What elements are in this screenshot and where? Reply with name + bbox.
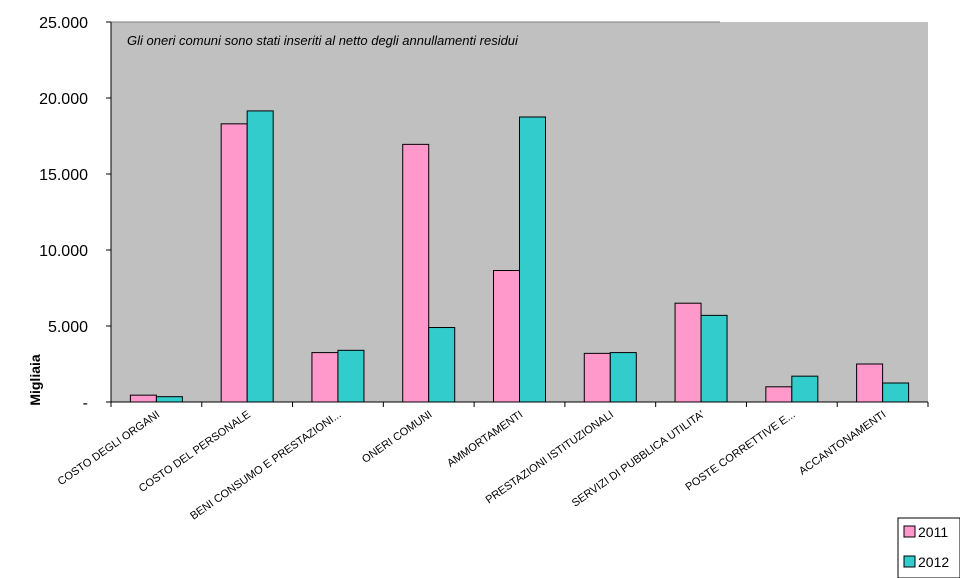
bar-2012: [337, 349, 365, 403]
x-axis: [110, 401, 929, 407]
bar-2012: [700, 314, 728, 403]
bar-2011: [583, 352, 611, 403]
y-tick-label: -: [83, 395, 88, 412]
bar-2012: [519, 116, 546, 403]
bars: [129, 110, 910, 403]
bar-2011: [220, 123, 248, 403]
bar-2012: [791, 375, 819, 403]
bar-2011: [856, 363, 884, 403]
bar-2012: [609, 352, 637, 403]
bar-2011: [765, 386, 793, 403]
bar-2012: [882, 382, 910, 403]
y-tick-label: 15.000: [39, 167, 88, 184]
y-tick-label: 25.000: [39, 15, 88, 32]
x-tick-label: COSTO DEGLI ORGANI: [56, 409, 162, 488]
y-axis-label: Migliaia: [27, 354, 43, 406]
bar-2012: [155, 396, 183, 403]
x-tick-label: BENI CONSUMO E PRESTAZIONI...: [188, 409, 343, 523]
chart-annotation: Gli oneri comuni sono stati inseriti al …: [127, 33, 519, 48]
bar-2012: [246, 110, 274, 403]
bar-2011: [493, 270, 520, 403]
legend: 2011 2012: [897, 517, 960, 578]
x-tick-label: AMMORTAMENTI: [445, 409, 525, 470]
y-tick-label: 5.000: [48, 319, 88, 336]
bar-2012: [428, 327, 456, 403]
x-tick-label: ACCANTONAMENTI: [797, 409, 888, 478]
y-axis: - 5.000 10.000 15.000 20.000 25.000: [39, 15, 112, 412]
y-tick-label: 10.000: [39, 243, 88, 260]
legend-label-2012: 2012: [918, 554, 949, 570]
bar-2011: [311, 352, 339, 403]
bar-2011: [674, 302, 702, 403]
x-tick-label: ONERI COMUNI: [360, 409, 434, 466]
y-tick-label: 20.000: [39, 91, 88, 108]
bar-2011: [402, 143, 430, 403]
legend-swatch-2012: [903, 555, 916, 568]
bar-2011: [129, 394, 157, 403]
legend-label-2011: 2011: [918, 524, 948, 540]
legend-swatch-2011: [903, 525, 916, 538]
